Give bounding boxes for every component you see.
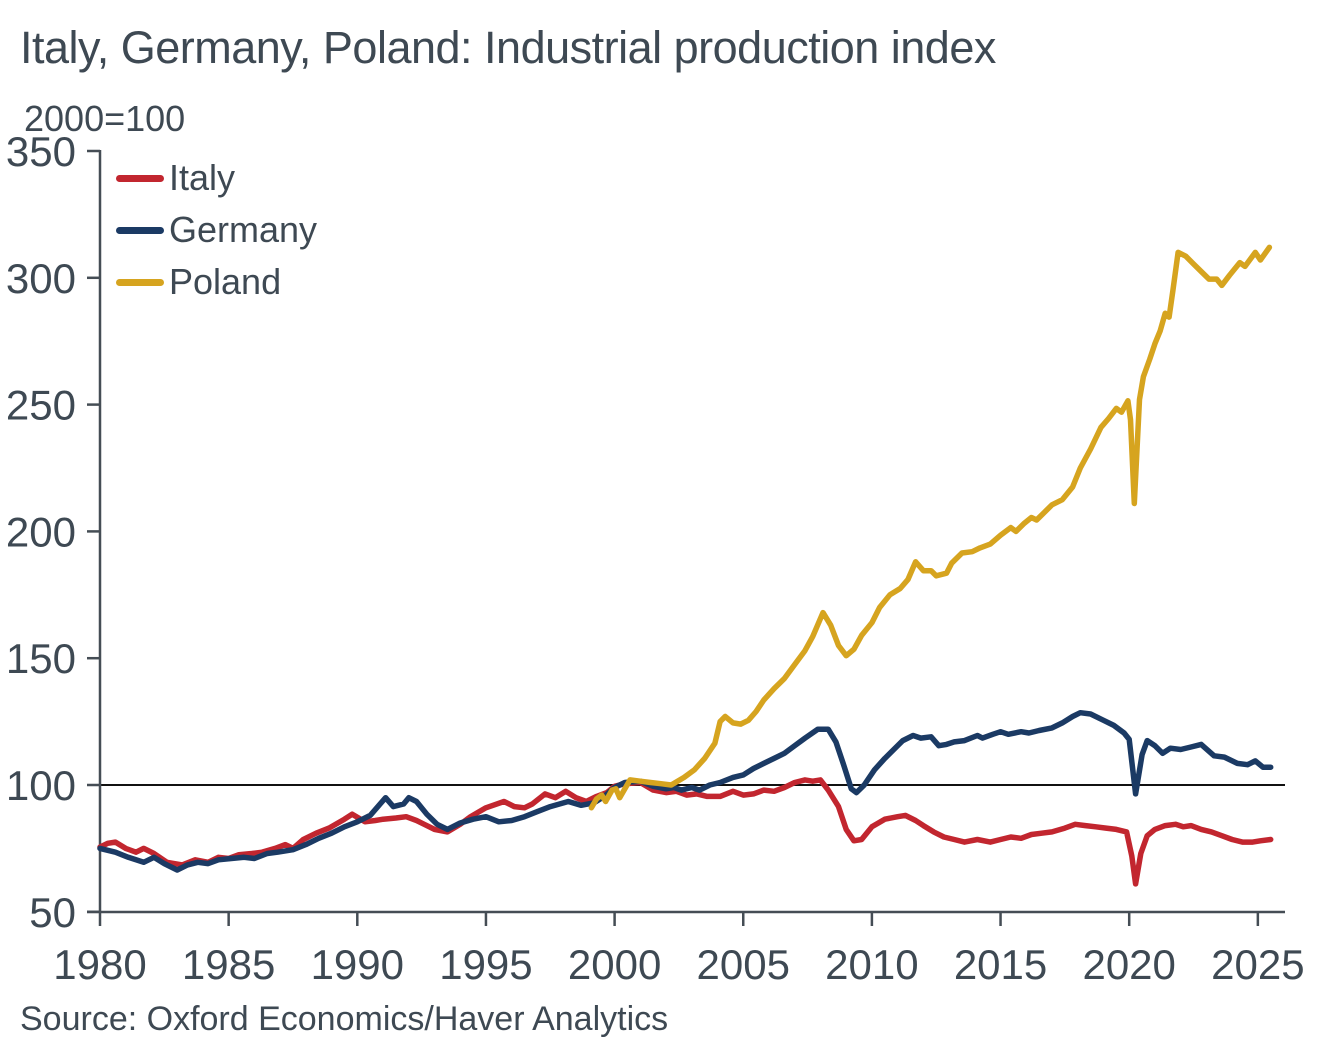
poland-line [588, 244, 1273, 811]
legend-item-poland: Poland [116, 256, 317, 308]
y-tick-label: 50 [29, 889, 76, 936]
x-tick-label: 2005 [697, 941, 790, 988]
y-tick-label: 300 [6, 255, 76, 302]
italy-line [97, 777, 1274, 887]
germany-line [97, 709, 1274, 873]
legend-item-germany: Germany [116, 204, 317, 256]
y-tick-label: 250 [6, 382, 76, 429]
x-tick-label: 2000 [568, 941, 661, 988]
x-tick-label: 1980 [53, 941, 146, 988]
x-tick-label: 2015 [954, 941, 1047, 988]
source-attribution: Source: Oxford Economics/Haver Analytics [20, 1000, 669, 1038]
x-tick-label: 1985 [182, 941, 275, 988]
legend-label-poland: Poland [169, 261, 282, 302]
legend-label-germany: Germany [169, 209, 318, 250]
chart-legend: Italy Germany Poland [116, 152, 317, 308]
x-tick-label: 1990 [311, 941, 404, 988]
page-title: Italy, Germany, Poland: Industrial produ… [20, 22, 996, 73]
y-tick-label: 100 [6, 762, 76, 809]
poland-swatch [116, 278, 164, 286]
germany-swatch [116, 226, 164, 234]
x-tick-label: 2020 [1082, 941, 1175, 988]
x-tick-label: 2025 [1211, 941, 1304, 988]
y-tick-label: 200 [6, 508, 76, 555]
italy-swatch [116, 174, 164, 182]
x-tick-label: 2010 [825, 941, 918, 988]
y-tick-label: 150 [6, 635, 76, 682]
axis-unit-label: 2000=100 [24, 98, 186, 139]
x-tick-label: 1995 [439, 941, 532, 988]
legend-label-italy: Italy [169, 157, 236, 198]
legend-item-italy: Italy [116, 152, 317, 204]
y-tick-label: 350 [6, 128, 76, 175]
